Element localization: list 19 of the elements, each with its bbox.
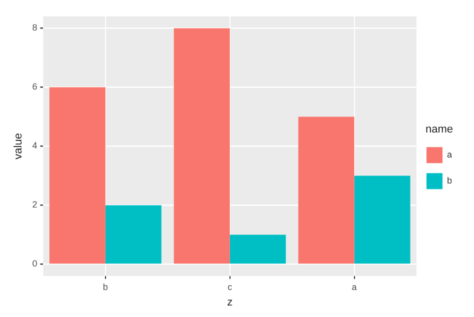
y-tick-label: 6: [32, 82, 38, 92]
y-tick-label: 4: [32, 140, 38, 151]
legend-title: name: [425, 123, 454, 136]
bar: [174, 28, 230, 264]
bar: [49, 87, 106, 264]
x-tick-label: a: [352, 282, 357, 292]
legend-label: a: [446, 150, 452, 160]
y-axis-title: value: [12, 133, 25, 160]
x-tick-label: c: [228, 282, 233, 292]
bar: [230, 234, 286, 264]
legend-label: b: [446, 176, 452, 186]
y-tick-label: 2: [32, 200, 38, 210]
bar: [354, 176, 410, 264]
y-tick-label: 8: [32, 22, 38, 33]
bar: [298, 116, 354, 264]
y-tick-label: 0: [32, 258, 38, 269]
x-axis-title: z: [227, 296, 233, 308]
bar: [105, 205, 162, 264]
x-tick-label: b: [102, 282, 108, 292]
